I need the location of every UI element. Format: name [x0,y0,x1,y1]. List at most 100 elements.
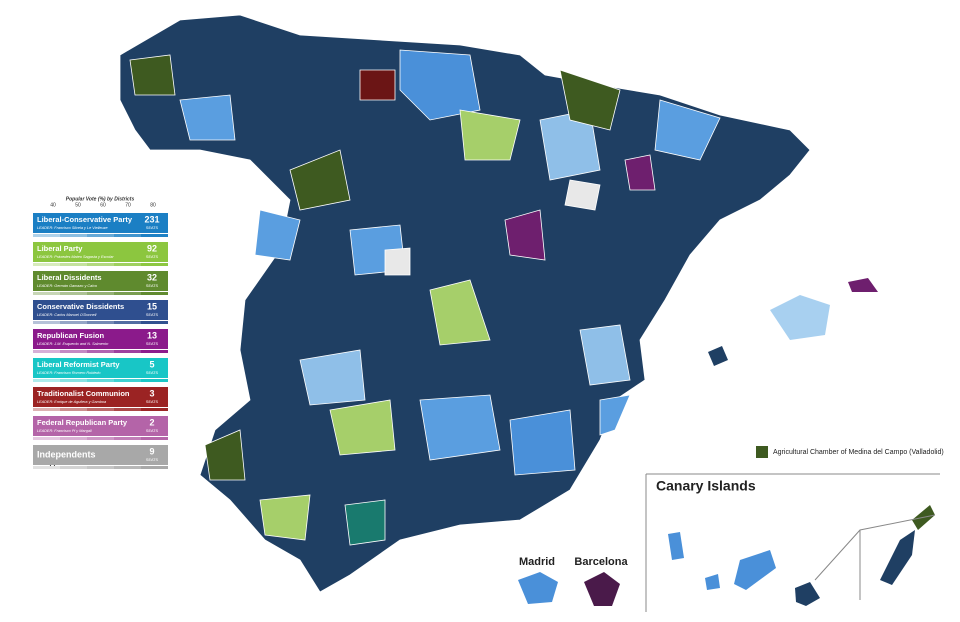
city-label: Madrid [519,556,555,568]
shade-strip [60,437,87,440]
mainland [119,14,811,593]
shade-strip [87,234,114,237]
district [419,394,501,461]
city-label: Barcelona [574,556,628,568]
balearic-islands [708,278,878,366]
district [384,247,411,276]
shade-strip [114,466,141,469]
seat-count: 3 [149,388,154,398]
party-leader: LEADER: Francisco Silvela y Le Vielleuze [37,226,108,230]
party-name: Federal Republican Party [37,418,128,427]
district [204,429,246,481]
party-box [33,271,168,291]
scale-tick-label: 40 [50,202,56,208]
shade-strip [33,437,60,440]
district [179,94,236,141]
shade-strip [60,321,87,324]
shade-strip [114,408,141,411]
shade-strip [87,350,114,353]
shade-strip [87,263,114,266]
shade-strip [114,234,141,237]
note-swatch [756,446,768,458]
shade-strip [141,263,168,266]
party-box [33,416,168,436]
district [259,494,311,541]
city-shape [518,572,558,604]
seats-label: SEATS [146,284,159,288]
shade-strip [33,379,60,382]
district [579,324,631,386]
party-box [33,213,168,233]
seat-count: 2 [149,417,154,427]
party-name: Independents [37,449,96,459]
seats-label: SEATS [146,255,159,259]
shade-strip [60,234,87,237]
shade-strip [141,292,168,295]
seat-count: 231 [144,214,159,224]
inset-title: Canary Islands [656,478,756,494]
party-box [33,445,168,465]
inset-frame [645,473,940,612]
shade-strip [114,379,141,382]
party-leader: LEADER: Francisco Romero Robledo [37,371,101,375]
seats-label: SEATS [146,342,159,346]
seat-count: 13 [147,330,157,340]
seat-count: 32 [147,272,157,282]
shade-strip [33,321,60,324]
district [429,279,491,346]
scale-tick-label: 80 [150,202,156,208]
shade-strip [87,466,114,469]
seat-count: 9 [149,446,154,456]
party-leader: LEADER: Francisco Pi y Margall [37,429,92,433]
canary-inset: Canary Islands [645,473,940,612]
shade-strip [141,350,168,353]
legend: Popular Vote (%) by Districts * Unoppose… [33,196,168,469]
party-box [33,358,168,378]
district [344,499,386,546]
scale-title: Popular Vote (%) by Districts [66,196,135,202]
shade-strip [141,234,168,237]
shade-strip [141,466,168,469]
city-insets: Madrid Barcelona [518,556,628,606]
district [504,209,546,261]
party-name: Conservative Dissidents [37,302,124,311]
island [770,295,830,340]
shade-strip [60,263,87,266]
seat-count: 15 [147,301,157,311]
shade-strip [141,437,168,440]
party-box [33,329,168,349]
shade-strip [33,466,60,469]
district [129,54,176,96]
city-shape [584,572,620,606]
district [599,394,631,436]
scale-tick-label: 60 [100,202,106,208]
district [564,179,601,211]
district [399,49,481,121]
district [654,99,721,161]
shade-strip [114,321,141,324]
shade-strip [87,379,114,382]
shade-strip [87,321,114,324]
party-name: Liberal Party [37,244,83,253]
district [624,154,656,191]
seats-label: SEATS [146,226,159,230]
seats-label: SEATS [146,400,159,404]
island [795,582,820,606]
seats-label: SEATS [146,429,159,433]
shade-strip [87,408,114,411]
district [509,409,576,476]
shade-strip [87,437,114,440]
party-box [33,387,168,407]
shade-strip [141,321,168,324]
district [459,109,521,161]
shade-strip [33,408,60,411]
seats-label: SEATS [146,458,159,462]
party-leader: LEADER: Práxedes Mateo Sagasta y Escolar [37,255,114,259]
shade-strip [114,350,141,353]
shade-strip [114,437,141,440]
shade-strip [60,350,87,353]
seats-label: SEATS [146,371,159,375]
shade-strip [33,263,60,266]
party-name: Liberal Reformist Party [37,360,120,369]
seat-count: 92 [147,243,157,253]
